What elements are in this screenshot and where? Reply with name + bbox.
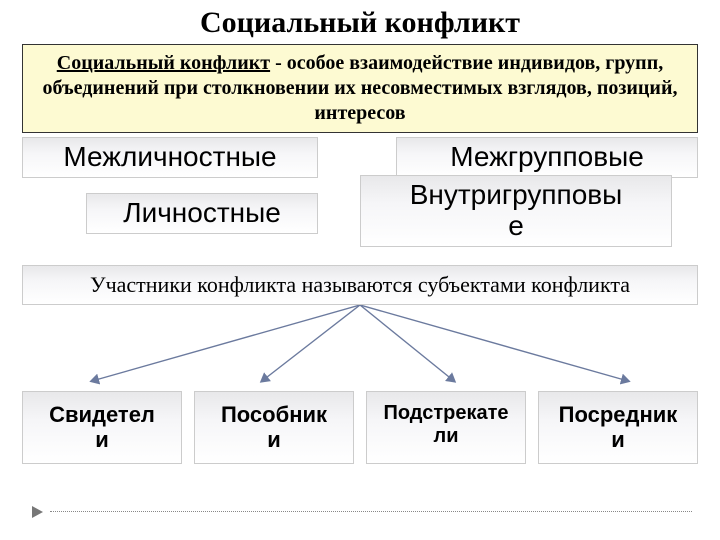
type-mezhlichnostnye: Межличностные <box>22 137 318 178</box>
arrow-line <box>360 305 454 381</box>
role-posobniki: Пособники <box>194 391 354 464</box>
role-posredniki: Посредники <box>538 391 698 464</box>
footer-marker-icon <box>32 506 43 518</box>
subjects-bar: Участники конфликта называются субъектам… <box>22 265 698 305</box>
role-svideteli: Свидетели <box>22 391 182 464</box>
page-title: Социальный конфликт <box>0 0 720 40</box>
arrow-group <box>92 305 628 381</box>
arrows-area <box>22 305 698 391</box>
arrow-line <box>92 305 360 381</box>
type-lichnostnye: Личностные <box>86 193 318 234</box>
role-podstrekateli: Подстрекатели <box>366 391 526 464</box>
roles-row: Свидетели Пособники Подстрекатели Посред… <box>22 391 698 464</box>
arrow-line <box>360 305 628 381</box>
types-row: Межличностные Личностные Межгрупповые Вн… <box>0 137 720 257</box>
type-vnutrigruppovye: Внутригрупповые <box>360 175 672 247</box>
definition-term: Социальный конфликт <box>57 52 270 74</box>
arrows-svg <box>22 305 698 391</box>
footer-divider <box>50 511 692 512</box>
arrow-line <box>262 305 360 381</box>
definition-box: Социальный конфликт - особое взаимодейст… <box>22 44 698 133</box>
type-mezhgruppovye: Межгрупповые <box>396 137 698 178</box>
